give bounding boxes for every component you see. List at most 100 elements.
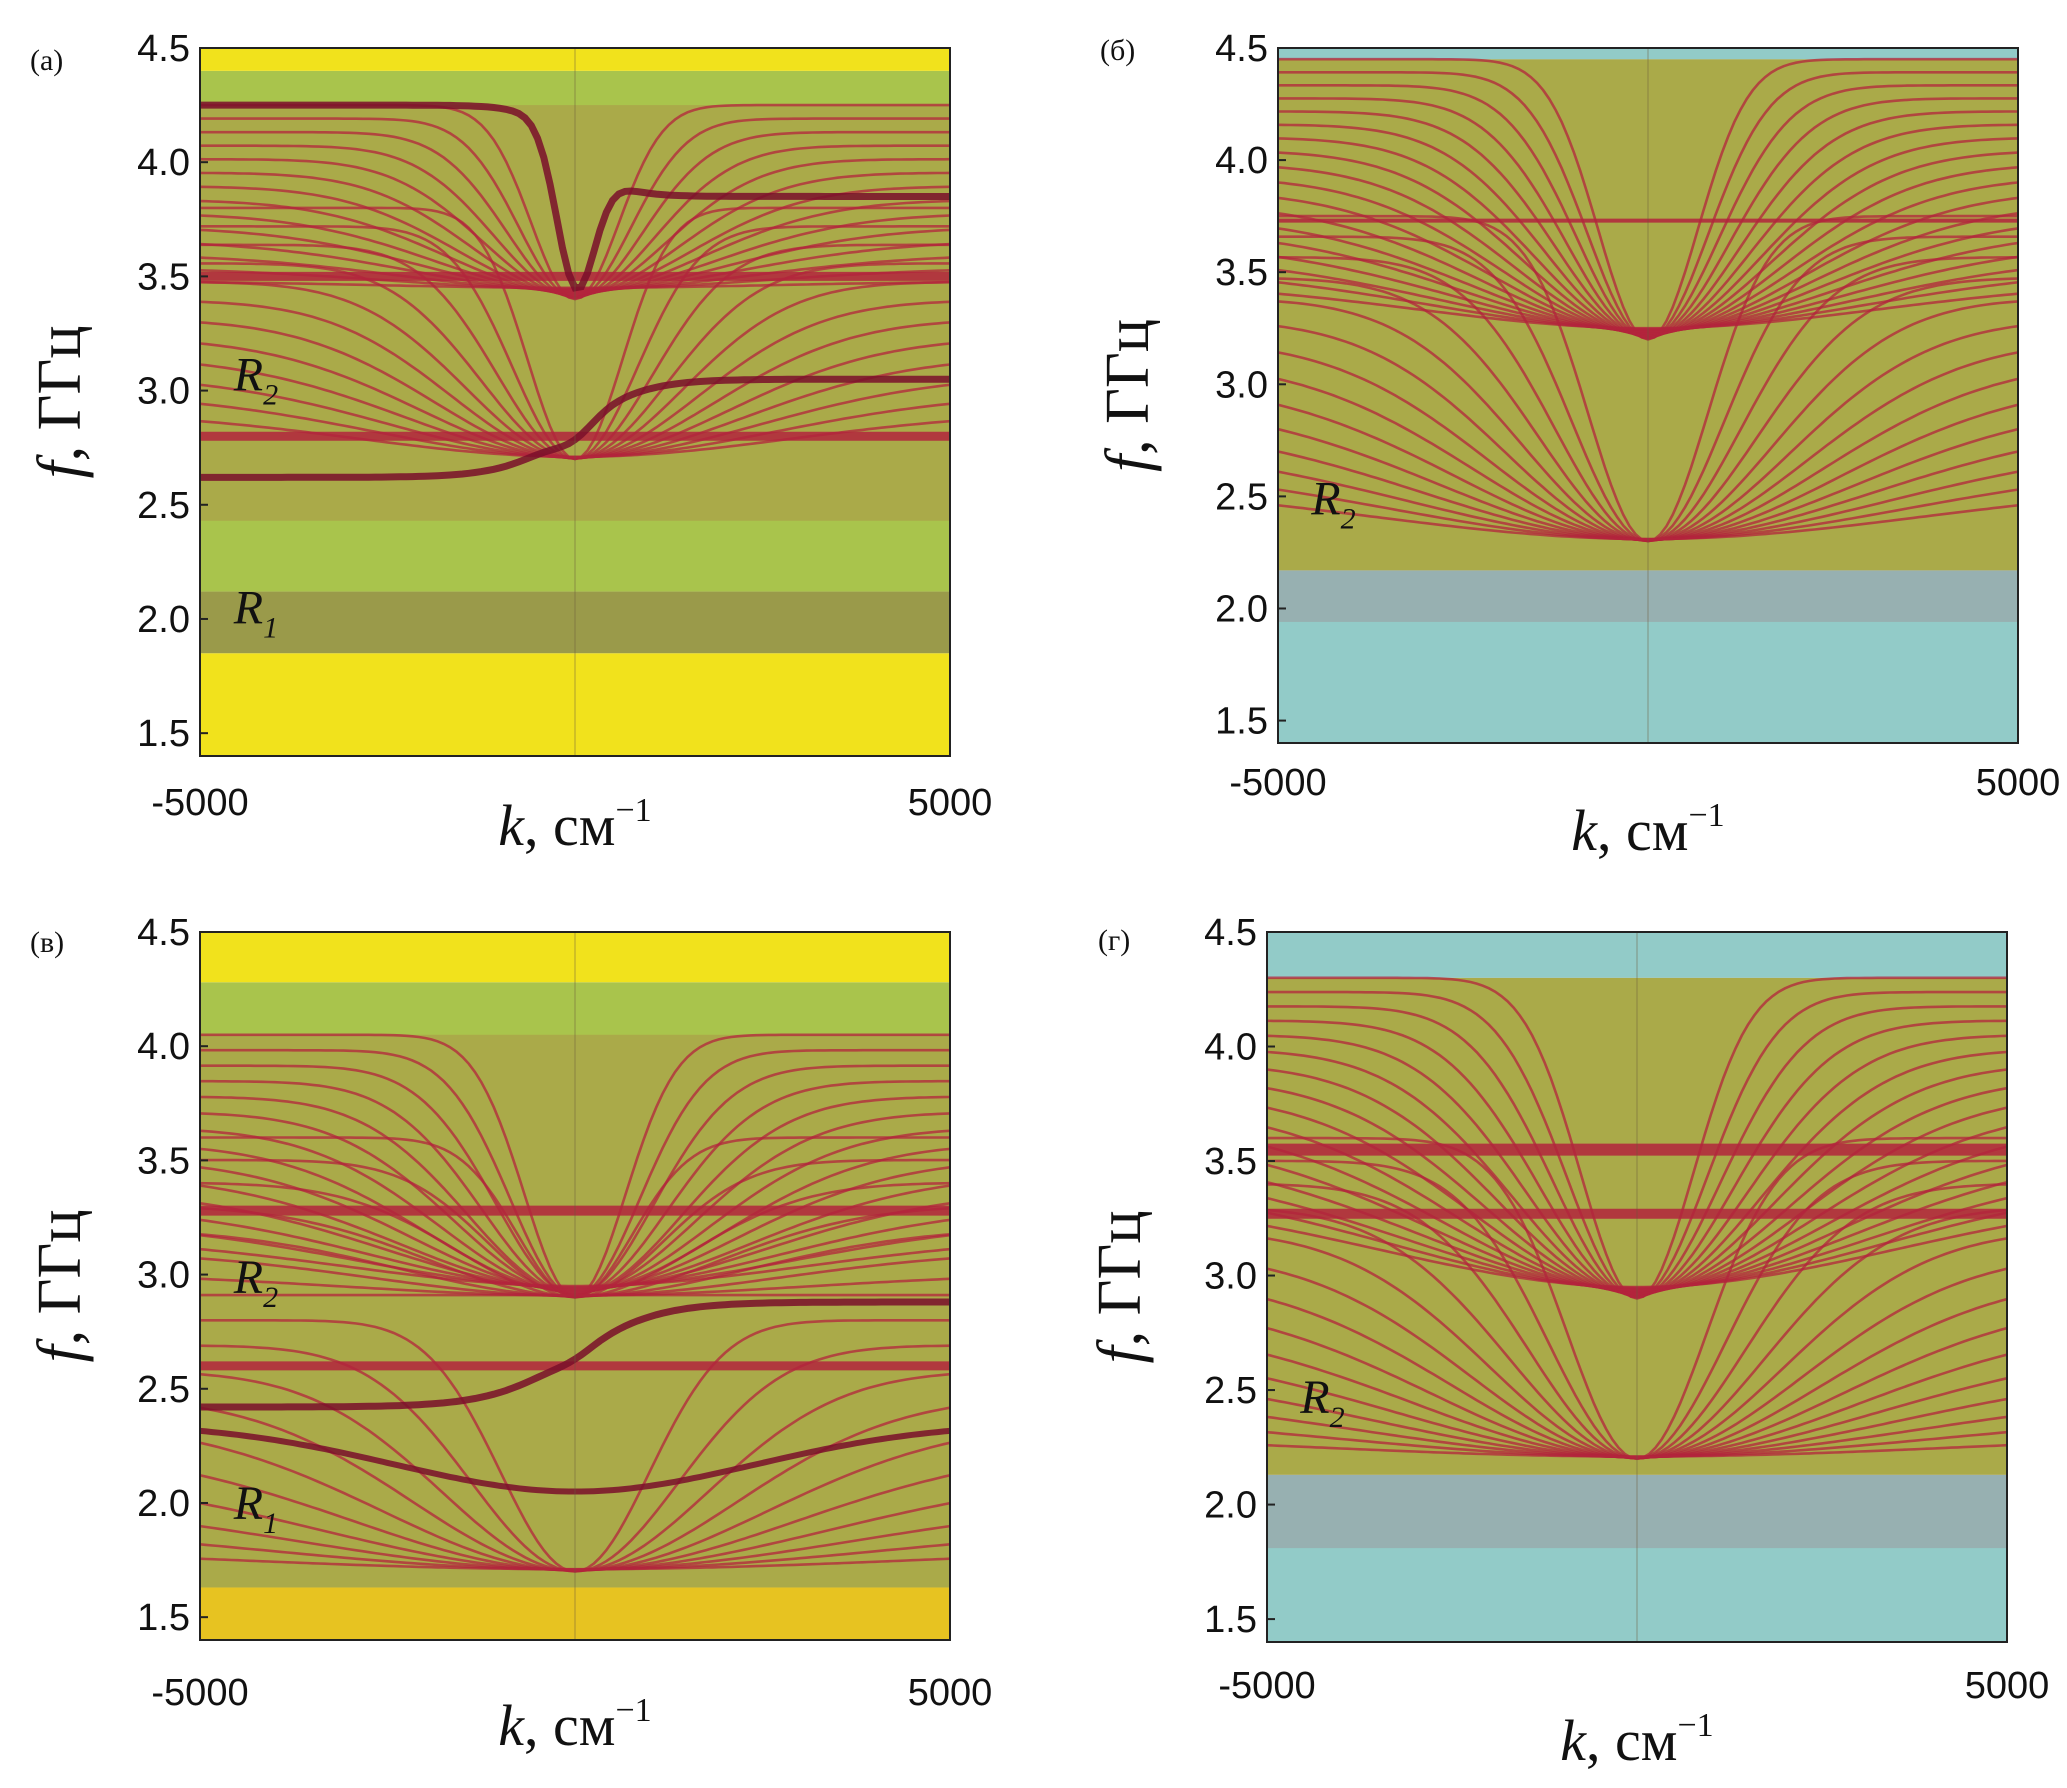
y-tick-label: 2.5	[137, 1369, 190, 1411]
region-label-R2: R2	[1299, 1371, 1344, 1434]
x-axis-sup: −1	[1689, 797, 1725, 834]
y-tick-label: 3.0	[1215, 364, 1268, 406]
y-tick-label: 3.5	[1204, 1141, 1257, 1183]
y-axis-label-group: f, ГГц	[26, 325, 94, 478]
plot-area	[200, 48, 950, 756]
panel-b: 1.5 2.0 2.5 3.0 3.5 4.0 4.5 -5000 5000 (б) k, см−1…	[1030, 0, 2067, 890]
x-axis-unit: , см	[1597, 798, 1688, 863]
plot-area	[200, 932, 950, 1640]
x-tick-label: 5000	[1976, 762, 2061, 804]
x-axis-var: k	[1560, 1708, 1587, 1773]
y-tick-label: 4.5	[1204, 912, 1257, 954]
y-tick-label: 2.0	[137, 599, 190, 641]
y-tick-label: 4.0	[1215, 140, 1268, 182]
y-tick-label: 3.0	[137, 371, 190, 413]
y-axis-unit: , ГГц	[26, 1209, 94, 1345]
region-label-sub: 1	[263, 1507, 278, 1540]
y-axis-unit: , ГГц	[1086, 1210, 1154, 1346]
x-tick-label: 5000	[1965, 1665, 2050, 1707]
chart-a: 1.5 2.0 2.5 3.0 3.5 4.0 4.5 -5000 5000 (а) k, см−1…	[26, 28, 993, 858]
y-tick-label: 2.5	[137, 485, 190, 527]
plot-frame	[1266, 931, 2008, 1643]
x-tick-label: -5000	[1229, 762, 1326, 804]
plot-area	[1278, 48, 2018, 743]
y-tick-label: 3.5	[137, 256, 190, 298]
y-tick-label: 3.5	[1215, 252, 1268, 294]
x-axis-unit: , см	[524, 793, 615, 858]
region-label-R2: R2	[1310, 472, 1355, 535]
plot-frame	[1277, 47, 2019, 744]
x-axis-label: k, см−1	[498, 792, 651, 858]
x-axis-unit: , см	[1586, 1708, 1677, 1773]
y-tick-label: 4.5	[1215, 28, 1268, 70]
x-tick-label: 5000	[908, 1672, 993, 1714]
x-axis-unit: , см	[524, 1693, 615, 1758]
x-axis-label: k, см−1	[1560, 1707, 1713, 1773]
panel-a: 1.5 2.0 2.5 3.0 3.5 4.0 4.5 -5000 5000 (а) k, см−1…	[0, 0, 1030, 890]
y-axis-label-group: f, ГГц	[1086, 1210, 1154, 1363]
y-tick-label: 2.5	[1215, 476, 1268, 518]
plot-frame	[199, 931, 951, 1641]
region-label-sub: 2	[1330, 1401, 1345, 1434]
y-axis-unit: , ГГц	[1094, 319, 1162, 455]
y-tick-label: 4.0	[137, 1026, 190, 1068]
y-tick-label: 1.5	[137, 713, 190, 755]
y-tick-label: 4.5	[137, 912, 190, 954]
y-tick-label: 1.5	[137, 1597, 190, 1639]
x-tick-label: -5000	[151, 782, 248, 824]
y-tick-label: 1.5	[1204, 1599, 1257, 1641]
region-label-R2: R2	[233, 349, 278, 412]
y-axis-unit: , ГГц	[26, 325, 94, 461]
y-axis-label: f, ГГц	[1086, 1210, 1154, 1363]
x-tick-label: -5000	[1218, 1665, 1315, 1707]
panel-d: 1.5 2.0 2.5 3.0 3.5 4.0 4.5 -5000 5000 (г) k, см−1…	[1030, 890, 2067, 1788]
x-tick-label: -5000	[151, 1672, 248, 1714]
chart-c: 1.5 2.0 2.5 3.0 3.5 4.0 4.5 -5000 5000 (в) k, см−1…	[26, 912, 993, 1758]
x-axis-sup: −1	[616, 1692, 652, 1729]
y-tick-label: 4.0	[1204, 1027, 1257, 1069]
plot-frame	[199, 47, 951, 757]
y-tick-label: 3.5	[137, 1140, 190, 1182]
panel-c: 1.5 2.0 2.5 3.0 3.5 4.0 4.5 -5000 5000 (в) k, см−1…	[0, 890, 1030, 1788]
y-axis-label: f, ГГц	[26, 1209, 94, 1362]
chart-d: 1.5 2.0 2.5 3.0 3.5 4.0 4.5 -5000 5000 (г) k, см−1…	[1086, 912, 2050, 1773]
region-label-base: R	[233, 1251, 263, 1304]
region-label-base: R	[1299, 1371, 1329, 1424]
region-label-R2: R2	[233, 1251, 278, 1314]
y-axis-label: f, ГГц	[1094, 319, 1162, 472]
x-axis-sup: −1	[616, 792, 652, 829]
y-tick-label: 4.5	[137, 28, 190, 70]
panel-label: (а)	[30, 44, 63, 77]
panel-label: (г)	[1098, 924, 1130, 957]
panel-label: (в)	[30, 926, 64, 959]
y-tick-label: 2.0	[1215, 588, 1268, 630]
y-tick-label: 2.0	[1204, 1485, 1257, 1527]
region-label-sub: 2	[1341, 502, 1356, 535]
region-label-base: R	[233, 582, 263, 635]
region-label-base: R	[1310, 472, 1340, 525]
y-axis-label-group: f, ГГц	[1094, 319, 1162, 472]
x-tick-label: 5000	[908, 782, 993, 824]
x-axis-var: k	[498, 1693, 525, 1758]
chart-b: 1.5 2.0 2.5 3.0 3.5 4.0 4.5 -5000 5000 (б) k, см−1…	[1094, 28, 2061, 863]
x-axis-label: k, см−1	[1571, 797, 1724, 863]
region-label-base: R	[233, 349, 263, 402]
y-tick-label: 1.5	[1215, 701, 1268, 743]
plot-area	[1267, 932, 2007, 1642]
y-tick-label: 2.0	[137, 1483, 190, 1525]
y-axis-label: f, ГГц	[26, 325, 94, 478]
panel-label: (б)	[1100, 34, 1135, 67]
y-tick-label: 4.0	[137, 142, 190, 184]
y-tick-label: 3.0	[137, 1255, 190, 1297]
region-label-R1: R1	[233, 1477, 278, 1540]
region-label-sub: 2	[263, 379, 278, 412]
region-label-R1: R1	[233, 582, 278, 645]
x-axis-label: k, см−1	[498, 1692, 651, 1758]
region-label-base: R	[233, 1477, 263, 1530]
y-tick-label: 3.0	[1204, 1256, 1257, 1298]
x-axis-sup: −1	[1678, 1707, 1714, 1744]
region-label-sub: 1	[263, 612, 278, 645]
y-axis-label-group: f, ГГц	[26, 1209, 94, 1362]
x-axis-var: k	[1571, 798, 1598, 863]
region-label-sub: 2	[263, 1281, 278, 1314]
